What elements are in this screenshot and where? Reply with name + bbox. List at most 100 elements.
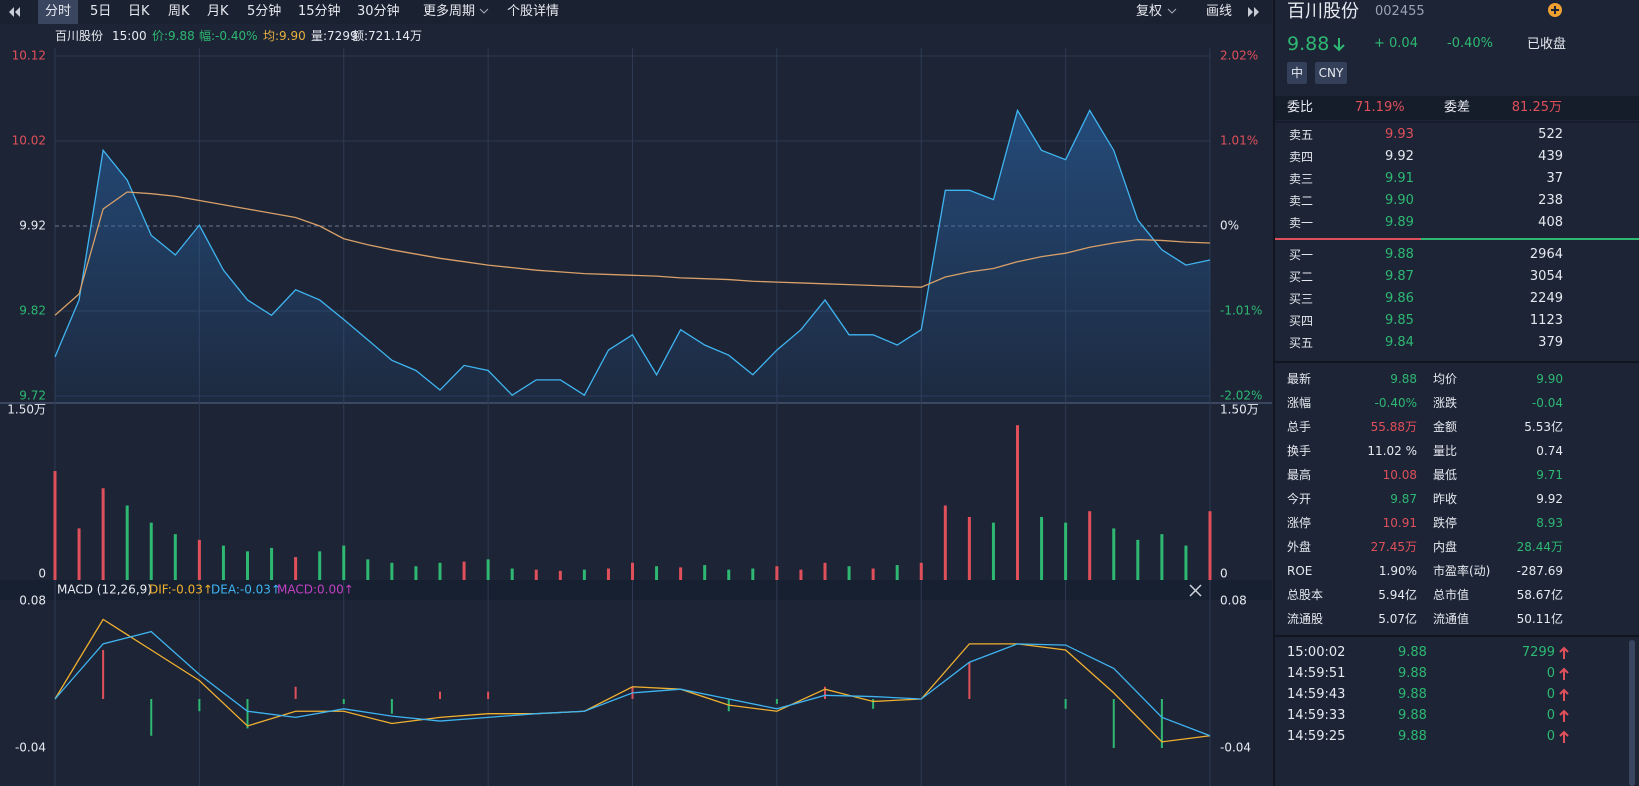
macd-legend: MACD:0.00↑	[277, 583, 354, 597]
volume-bar	[1184, 545, 1188, 580]
period-tab[interactable]: 15分钟	[298, 4, 341, 19]
trade-volume: 0	[1546, 666, 1555, 681]
y-tick-label: 10.12	[12, 49, 46, 63]
scrollbar[interactable]	[1629, 640, 1635, 786]
period-tab[interactable]: 分时	[45, 4, 72, 19]
book-volume: 238	[1538, 193, 1563, 208]
volume-bar	[679, 567, 683, 580]
book-price: 9.87	[1385, 269, 1414, 284]
book-level: 买五	[1289, 336, 1314, 350]
trade-arrow	[1559, 688, 1569, 701]
stat-value: -0.40%	[1374, 396, 1417, 410]
volume-tick-label: 0	[38, 567, 46, 581]
toolbar-action[interactable]: 画线	[1206, 4, 1233, 19]
volume-bar	[270, 547, 274, 580]
add-icon-plus	[1551, 6, 1559, 14]
dropdown-icon	[1167, 8, 1177, 14]
volume-bar	[1208, 511, 1212, 580]
macd-tick-label: -0.04	[1220, 741, 1251, 755]
stat-value: 11.02 %	[1367, 444, 1417, 458]
volume-bar	[582, 569, 586, 580]
volume-tick-label: 0	[1220, 567, 1228, 581]
book-volume: 522	[1538, 127, 1563, 142]
ratio-value: 71.19%	[1355, 100, 1405, 115]
book-price: 9.88	[1385, 247, 1414, 262]
currency-tag: 中	[1290, 66, 1304, 80]
down-arrow	[1333, 38, 1345, 52]
info-volume: 量:7299	[311, 29, 358, 43]
volume-tick-label: 1.50万	[1220, 403, 1259, 417]
avg-line	[54, 191, 1211, 316]
trade-arrow	[1559, 730, 1569, 743]
price-line	[54, 108, 1211, 397]
macd-tick-label: 0.08	[1220, 594, 1247, 608]
price-pct: -0.40%	[1447, 36, 1493, 51]
last-price: 9.88	[1287, 33, 1330, 55]
dif-legend: DIF:-0.03↑	[149, 583, 213, 597]
trade-arrow	[1559, 646, 1569, 659]
trade-price: 9.88	[1398, 666, 1427, 681]
stock-detail[interactable]: 个股详情	[507, 4, 560, 19]
diff-label: 委差	[1444, 100, 1471, 115]
macd-bar	[150, 699, 153, 736]
period-tab[interactable]: 月K	[207, 4, 229, 19]
y2-tick-label: 0%	[1220, 219, 1239, 233]
stat-label: 涨跌	[1433, 396, 1458, 410]
volume-bar	[943, 505, 947, 580]
stat-value: 27.45万	[1370, 540, 1417, 554]
book-volume: 379	[1538, 335, 1563, 350]
book-level: 买四	[1289, 314, 1314, 328]
volume-bar	[775, 566, 779, 580]
volume-bar	[510, 568, 514, 580]
active-tab	[38, 0, 78, 24]
period-tab[interactable]: 5分钟	[247, 4, 282, 19]
macd-bar	[775, 699, 778, 704]
close-icon[interactable]	[1189, 584, 1202, 597]
stat-value: 50.11亿	[1516, 612, 1563, 626]
next-icon[interactable]	[1248, 7, 1259, 17]
volume-bar	[534, 569, 538, 580]
trade-price: 9.88	[1398, 729, 1427, 744]
book-price: 9.85	[1385, 313, 1414, 328]
volume-bar	[77, 528, 81, 580]
macd-bar	[1112, 699, 1115, 748]
volume-bar	[606, 568, 610, 580]
volume-bar	[631, 562, 634, 580]
stat-label: 最高	[1287, 468, 1312, 482]
chart-panel: 10.12 10.02 9.92 9.82 9.72 2.02% 1.01% 0% -1.01%…	[0, 0, 1272, 786]
book-volume: 37	[1546, 171, 1563, 186]
volume-bar	[1088, 511, 1092, 580]
stat-value: -0.04	[1531, 396, 1563, 410]
more-periods[interactable]: 更多周期	[423, 4, 476, 19]
period-tab[interactable]: 30分钟	[357, 4, 400, 19]
trade-arrow	[1559, 709, 1569, 722]
book-level: 买三	[1289, 292, 1314, 306]
stat-value: 9.87	[1390, 492, 1417, 506]
period-tab[interactable]: 5日	[90, 4, 112, 19]
stat-label: 外盘	[1287, 540, 1312, 554]
stat-value: 1.90%	[1378, 564, 1417, 578]
volume-bar	[967, 516, 971, 580]
book-level: 卖三	[1289, 172, 1314, 186]
volume-bar	[1064, 522, 1068, 580]
book-level: 卖五	[1289, 128, 1314, 142]
book-price: 9.84	[1385, 335, 1414, 350]
stat-value: 5.94亿	[1378, 588, 1417, 602]
volume-bar	[221, 545, 225, 580]
toolbar-action[interactable]: 复权	[1136, 4, 1163, 19]
macd-title: MACD (12,26,9)	[57, 583, 152, 597]
volume-bar	[462, 561, 466, 580]
period-tab[interactable]: 周K	[168, 4, 190, 19]
trade-volume: 0	[1546, 687, 1555, 702]
volume-bar	[197, 539, 201, 580]
prev-icon[interactable]	[9, 7, 20, 17]
macd-bar	[487, 691, 490, 699]
book-price: 9.90	[1385, 193, 1414, 208]
trade-time: 14:59:25	[1287, 729, 1346, 744]
volume-bar	[101, 488, 105, 580]
toolbar	[0, 0, 1272, 24]
stat-label: 总市值	[1433, 588, 1470, 602]
period-tab[interactable]: 日K	[128, 4, 150, 19]
stat-value: 9.88	[1390, 372, 1417, 386]
